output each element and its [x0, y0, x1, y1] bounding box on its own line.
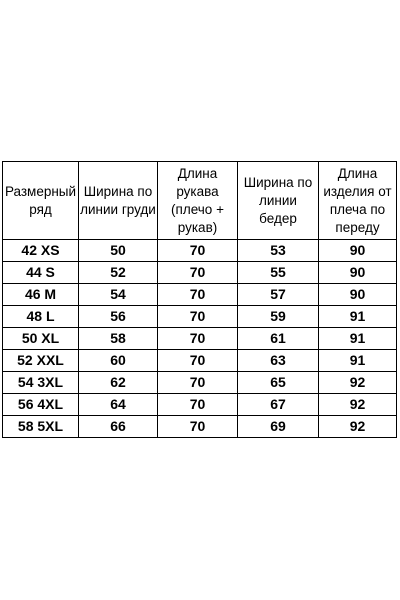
cell-hip: 69: [237, 415, 319, 438]
cell-size: 46 M: [2, 283, 79, 306]
table-header-row: Размерный ряд Ширина по линии груди Длин…: [2, 161, 397, 240]
cell-sleeve: 70: [157, 371, 238, 394]
cell-hip: 55: [237, 261, 319, 284]
size-table: Размерный ряд Ширина по линии груди Длин…: [2, 161, 397, 438]
cell-hip: 53: [237, 239, 319, 262]
header-chest-width: Ширина по линии груди: [78, 161, 158, 240]
cell-size: 48 L: [2, 305, 79, 328]
cell-length: 90: [318, 239, 397, 262]
table-row: 54 3XL 62 70 65 92: [2, 371, 397, 394]
cell-length: 92: [318, 371, 397, 394]
table-row: 44 S 52 70 55 90: [2, 261, 397, 284]
cell-chest: 62: [78, 371, 158, 394]
header-size-range: Размерный ряд: [2, 161, 79, 240]
cell-size: 50 XL: [2, 327, 79, 350]
cell-chest: 64: [78, 393, 158, 416]
cell-size: 58 5XL: [2, 415, 79, 438]
cell-size: 52 XXL: [2, 349, 79, 372]
cell-sleeve: 70: [157, 327, 238, 350]
cell-hip: 57: [237, 283, 319, 306]
cell-chest: 54: [78, 283, 158, 306]
cell-chest: 60: [78, 349, 158, 372]
table-row: 50 XL 58 70 61 91: [2, 327, 397, 350]
table-row: 46 M 54 70 57 90: [2, 283, 397, 306]
cell-sleeve: 70: [157, 283, 238, 306]
cell-size: 42 XS: [2, 239, 79, 262]
cell-length: 92: [318, 393, 397, 416]
cell-sleeve: 70: [157, 261, 238, 284]
cell-sleeve: 70: [157, 349, 238, 372]
table-row: 52 XXL 60 70 63 91: [2, 349, 397, 372]
cell-hip: 67: [237, 393, 319, 416]
cell-size: 56 4XL: [2, 393, 79, 416]
cell-sleeve: 70: [157, 239, 238, 262]
cell-chest: 56: [78, 305, 158, 328]
cell-sleeve: 70: [157, 305, 238, 328]
header-sleeve-length: Длина рукава (плечо + рукав): [157, 161, 238, 240]
cell-size: 44 S: [2, 261, 79, 284]
cell-chest: 52: [78, 261, 158, 284]
cell-length: 91: [318, 327, 397, 350]
table-row: 56 4XL 64 70 67 92: [2, 393, 397, 416]
cell-hip: 63: [237, 349, 319, 372]
cell-length: 91: [318, 305, 397, 328]
table-row: 48 L 56 70 59 91: [2, 305, 397, 328]
table-row: 58 5XL 66 70 69 92: [2, 415, 397, 438]
table-row: 42 XS 50 70 53 90: [2, 239, 397, 262]
header-garment-length: Длина изделия от плеча по переду: [318, 161, 397, 240]
cell-hip: 65: [237, 371, 319, 394]
cell-length: 90: [318, 283, 397, 306]
header-hip-width: Ширина по линии бедер: [237, 161, 319, 240]
size-chart: Размерный ряд Ширина по линии груди Длин…: [2, 161, 397, 438]
cell-hip: 61: [237, 327, 319, 350]
cell-sleeve: 70: [157, 393, 238, 416]
cell-hip: 59: [237, 305, 319, 328]
cell-chest: 66: [78, 415, 158, 438]
cell-size: 54 3XL: [2, 371, 79, 394]
cell-length: 92: [318, 415, 397, 438]
cell-length: 91: [318, 349, 397, 372]
cell-sleeve: 70: [157, 415, 238, 438]
cell-length: 90: [318, 261, 397, 284]
cell-chest: 58: [78, 327, 158, 350]
cell-chest: 50: [78, 239, 158, 262]
